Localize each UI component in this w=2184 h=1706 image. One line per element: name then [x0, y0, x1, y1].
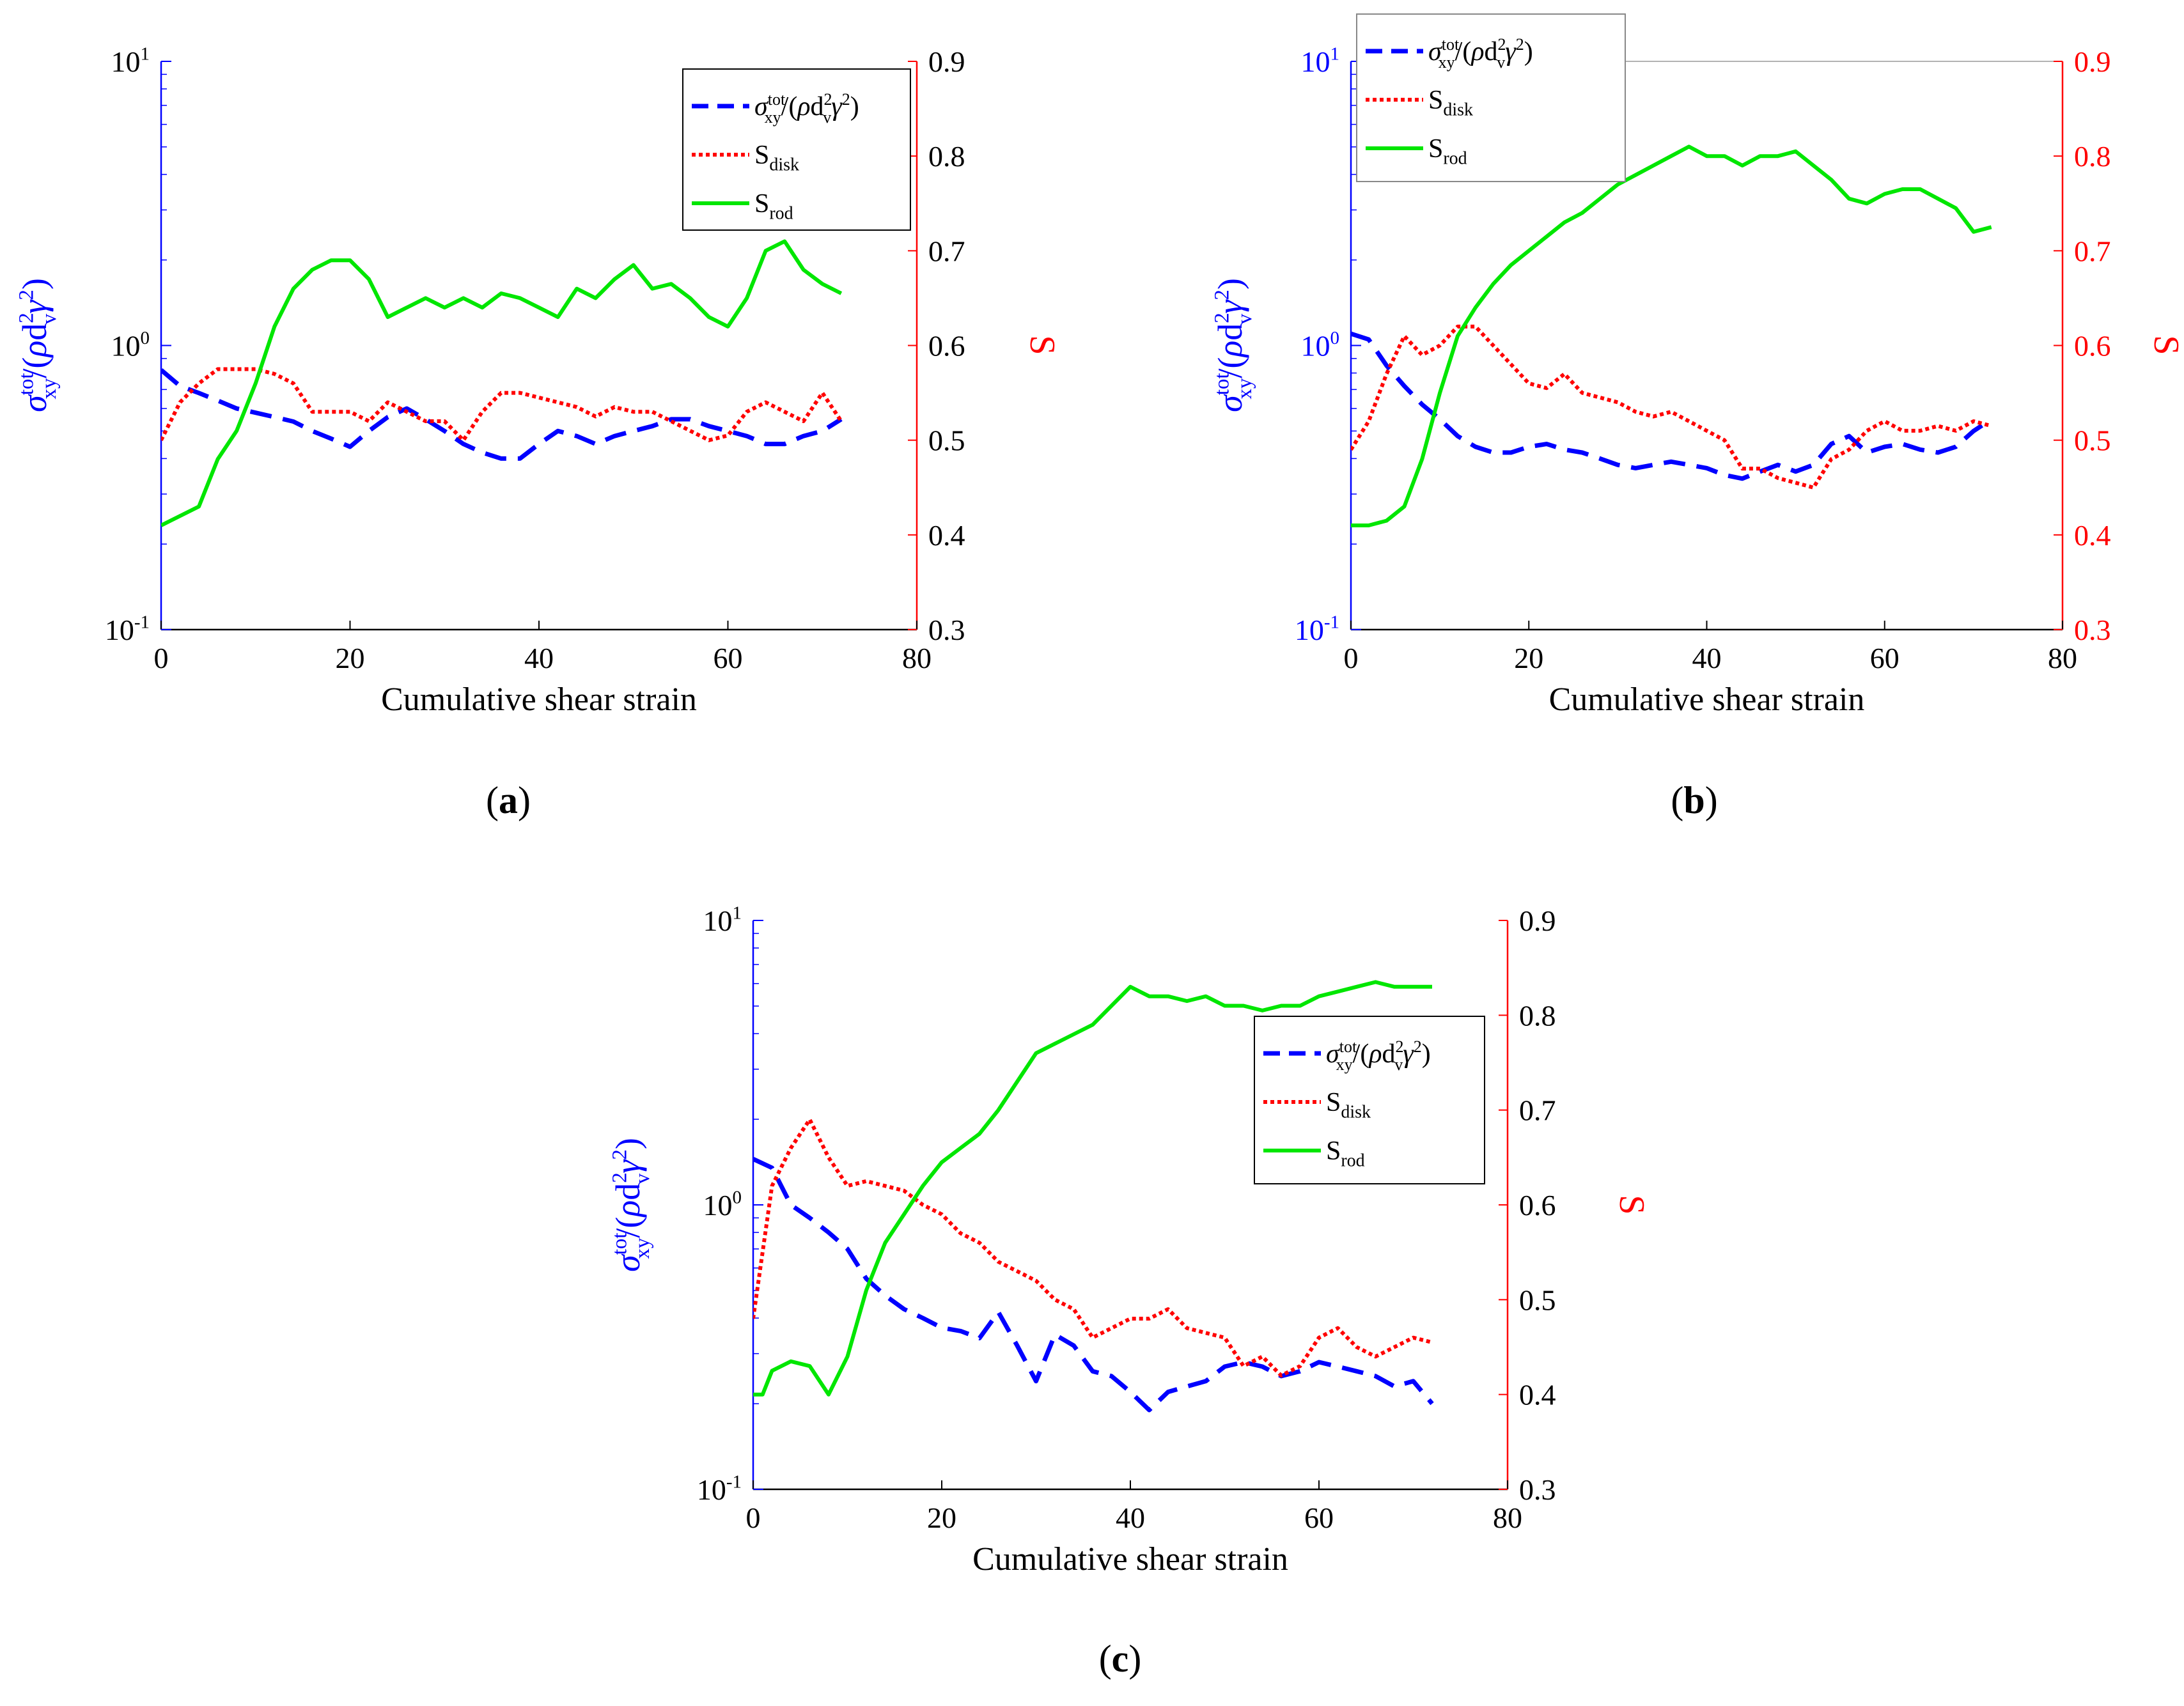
x-axis-label: Cumulative shear strain	[1549, 681, 1865, 718]
x-tick-label: 0	[746, 1501, 761, 1534]
series-line-sdisk	[753, 1117, 1433, 1377]
x-tick-label: 20	[1514, 642, 1543, 674]
x-tick-label: 60	[1304, 1501, 1334, 1534]
y-right-axis-label: S	[2146, 335, 2184, 355]
series-line-xytotdv	[161, 368, 843, 461]
series-line-sdisk	[1351, 324, 1992, 490]
legend-entry-label: Sdisk	[754, 141, 799, 175]
y-left-tick-label: 100	[111, 328, 150, 362]
x-tick-label: 20	[336, 642, 365, 674]
y-right-tick-label: 0.7	[1519, 1094, 1556, 1127]
series-line-xytotdv	[1351, 331, 1993, 481]
x-tick-label: 80	[1493, 1501, 1522, 1534]
y-left-tick-label: 10-1	[697, 1472, 742, 1506]
y-right-tick-label: 0.9	[2074, 45, 2111, 78]
y-right-tick-label: 0.5	[928, 424, 965, 457]
panel-caption: (c)	[1099, 1638, 1142, 1680]
y-right-tick-label: 0.3	[2074, 614, 2111, 646]
y-left-tick-label: 10-1	[1295, 612, 1339, 646]
y-right-axis-label: S	[1612, 1195, 1651, 1214]
y-right-tick-label: 0.4	[2074, 519, 2111, 552]
y-right-tick-label: 0.4	[1519, 1379, 1556, 1411]
chart-panel-c: 0 20 40 60 80 Cumulative shear strain 10-1 100 1…	[608, 903, 1651, 1680]
series-line-sdisk	[161, 367, 843, 442]
series-group	[753, 980, 1434, 1413]
legend: σtot xy/(ρd2 vγ2) Sdisk Srod	[682, 68, 911, 231]
x-tick-label: 80	[2048, 642, 2077, 674]
y-right-axis-label: S	[1022, 335, 1062, 355]
y-left-axis-label: σtotxy/(ρd2vγ2)	[608, 1138, 654, 1272]
series-line-xytotdv	[753, 1157, 1434, 1413]
series-group	[1351, 144, 1993, 527]
x-tick-label: 60	[1870, 642, 1899, 674]
x-axis-label: Cumulative shear strain	[381, 681, 697, 718]
y-left-axis-label: σtotxy/(ρd2vγ2)	[1210, 278, 1256, 412]
legend-entry-label: σtot xy/(ρd2 vγ2)	[1326, 1037, 1431, 1074]
y-left-tick-label: 100	[1301, 328, 1340, 362]
y-right-tick-label: 0.3	[928, 614, 965, 646]
y-right-tick-label: 0.9	[1519, 904, 1556, 937]
panel-caption: (a)	[486, 779, 531, 821]
legend-entry-label: Sdisk	[1428, 86, 1473, 120]
legend-entry-label: σtot xy/(ρd2 vγ2)	[1428, 35, 1533, 72]
chart-panel-b: 0 20 40 60 80 Cumulative shear strain 10-1 100 1…	[1210, 13, 2184, 821]
legend-entry-label: Srod	[1428, 134, 1467, 169]
y-left-tick-label: 101	[1301, 44, 1340, 78]
y-right-tick-label: 0.6	[1519, 1189, 1556, 1221]
y-right-tick-label: 0.3	[1519, 1473, 1556, 1506]
x-tick-label: 60	[714, 642, 743, 674]
y-right-tick-label: 0.7	[2074, 235, 2111, 267]
series-group	[161, 239, 843, 527]
y-right-tick-label: 0.8	[2074, 140, 2111, 173]
y-right-tick-label: 0.9	[928, 45, 965, 78]
x-tick-label: 40	[524, 642, 554, 674]
x-tick-label: 0	[1344, 642, 1359, 674]
y-left-axis-label: σtotxy/(ρd2vγ2)	[15, 278, 61, 412]
y-left-tick-label: 101	[703, 903, 742, 937]
y-left-tick-label: 10-1	[105, 612, 150, 646]
legend: σtot xy/(ρd2 vγ2) Sdisk Srod	[1254, 1016, 1485, 1184]
y-left-tick-label: 100	[703, 1188, 742, 1221]
series-line-srod	[1351, 144, 1992, 527]
x-tick-label: 40	[1692, 642, 1722, 674]
legend: σtot xy/(ρd2 vγ2) Sdisk Srod	[1356, 13, 1626, 182]
y-right-tick-label: 0.5	[2074, 424, 2111, 457]
y-right-tick-label: 0.6	[928, 330, 965, 362]
x-tick-label: 80	[902, 642, 932, 674]
series-line-srod	[161, 239, 843, 527]
y-right-tick-label: 0.5	[1519, 1283, 1556, 1316]
y-left-tick-label: 101	[111, 44, 150, 78]
chart-panel-a: 0 20 40 60 80 Cumulative shear strain 10-1 100 1…	[15, 44, 1062, 821]
legend-entry-label: Sdisk	[1326, 1088, 1371, 1122]
legend-entry-label: Srod	[1326, 1136, 1365, 1171]
x-axis-label: Cumulative shear strain	[972, 1541, 1288, 1578]
y-right-tick-label: 0.8	[928, 140, 965, 173]
y-right-tick-label: 0.8	[1519, 999, 1556, 1032]
y-right-tick-label: 0.4	[928, 519, 965, 552]
x-tick-label: 0	[154, 642, 169, 674]
y-right-tick-label: 0.7	[928, 235, 965, 267]
x-tick-label: 20	[927, 1501, 956, 1534]
legend-entry-label: σtot xy/(ρd2 vγ2)	[754, 90, 859, 127]
panel-caption: (b)	[1671, 779, 1717, 821]
x-tick-label: 40	[1116, 1501, 1145, 1534]
y-right-tick-label: 0.6	[2074, 330, 2111, 362]
series-line-srod	[753, 980, 1432, 1397]
legend-entry-label: Srod	[754, 189, 793, 224]
